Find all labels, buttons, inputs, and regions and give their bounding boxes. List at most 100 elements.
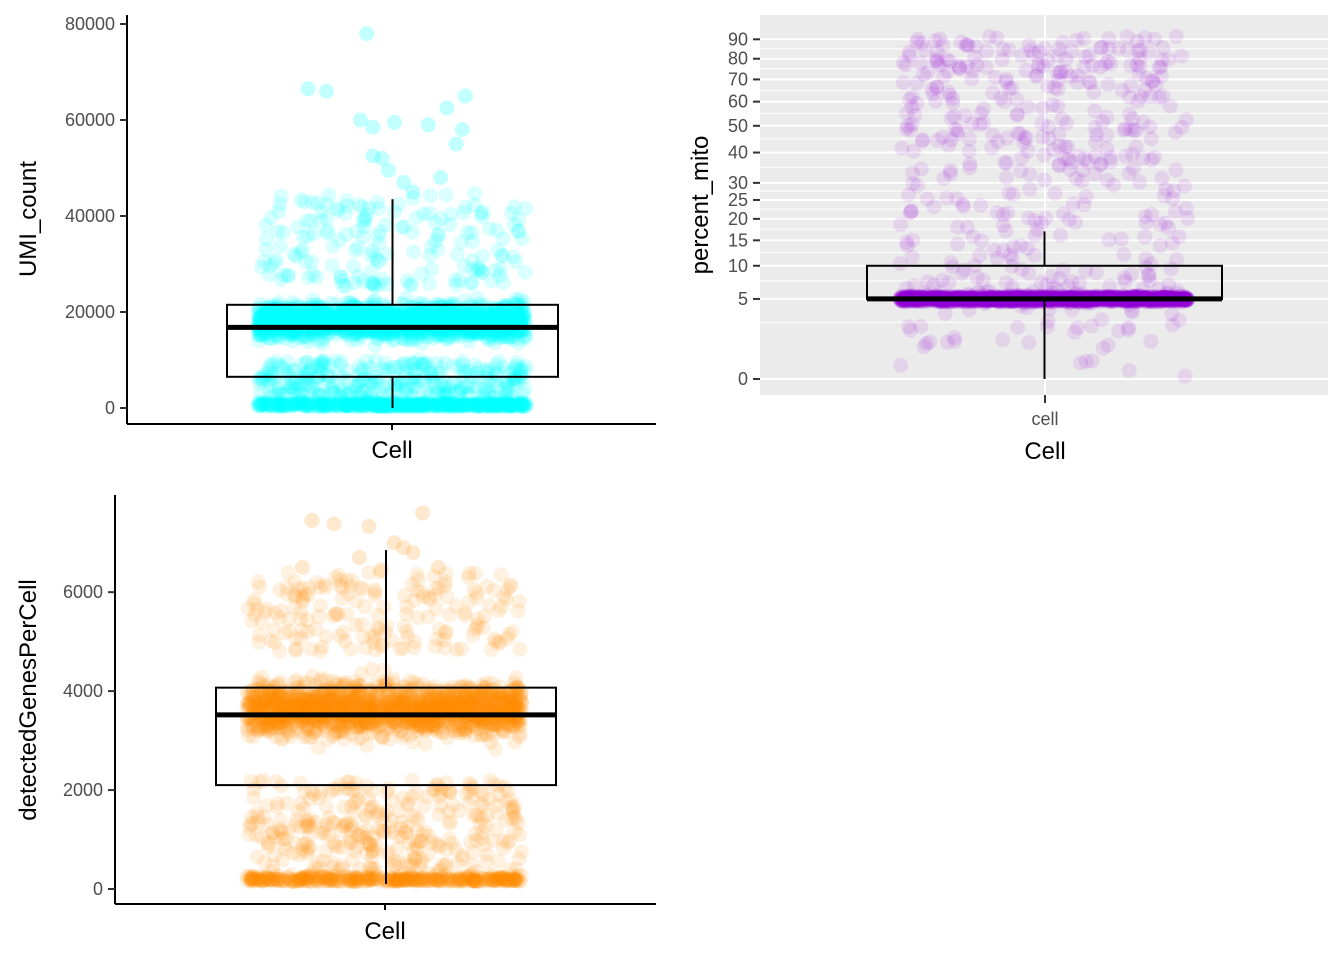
umi-point xyxy=(313,212,329,228)
umi-y-axis-title: UMI_count xyxy=(15,161,42,277)
umi-point xyxy=(252,310,268,326)
umi-point xyxy=(503,397,519,413)
mito-y-tick-label: 70 xyxy=(728,69,748,89)
umi-point xyxy=(273,238,288,254)
umi-point xyxy=(306,225,322,241)
umi-point xyxy=(278,398,294,413)
mito-y-tick-label: 30 xyxy=(728,173,748,193)
mito-point xyxy=(1026,247,1042,263)
umi-point xyxy=(437,395,453,411)
mito-point xyxy=(995,332,1011,348)
umi-point xyxy=(440,312,455,328)
umi-point xyxy=(491,354,507,370)
mito-point xyxy=(893,358,909,373)
mito-point xyxy=(1084,318,1099,334)
mito-point xyxy=(998,170,1014,185)
umi-point xyxy=(508,397,524,413)
umi-point xyxy=(395,356,411,372)
umi-point xyxy=(376,308,392,324)
umi-point xyxy=(316,299,331,315)
mito-y-tick-label: 0 xyxy=(738,369,748,389)
umi-point xyxy=(505,332,521,348)
umi-point xyxy=(343,384,359,400)
umi-point xyxy=(487,396,503,412)
umi-point xyxy=(389,307,405,323)
umi-point xyxy=(338,385,353,401)
umi-point xyxy=(300,395,316,411)
mito-point xyxy=(1058,51,1074,67)
umi-point xyxy=(258,242,274,258)
umi-point xyxy=(398,302,414,318)
umi-point xyxy=(404,399,420,414)
umi-point xyxy=(350,395,366,411)
umi-point xyxy=(483,273,499,289)
umi-point xyxy=(262,306,278,321)
umi-point xyxy=(511,309,527,325)
umi-point xyxy=(485,396,501,412)
umi-point xyxy=(431,311,447,326)
umi-point xyxy=(324,258,340,274)
umi-point xyxy=(481,398,496,414)
umi-point xyxy=(487,335,503,351)
mito-point xyxy=(1036,172,1052,188)
umi-point xyxy=(337,300,353,316)
umi-point xyxy=(405,312,421,327)
mito-point xyxy=(943,166,958,182)
umi-point xyxy=(362,308,378,324)
umi-point xyxy=(477,383,493,399)
umi-point xyxy=(461,378,477,394)
mito-point xyxy=(895,75,911,91)
umi-point xyxy=(416,395,432,411)
mito-point xyxy=(1180,210,1196,226)
umi-x-axis-title: Cell xyxy=(371,437,412,464)
umi-point xyxy=(403,277,419,293)
umi-point xyxy=(500,395,516,411)
umi-point xyxy=(349,398,365,414)
umi-point xyxy=(459,308,475,324)
mito-point xyxy=(1143,131,1159,147)
umi-point xyxy=(493,312,509,328)
mito-point xyxy=(1027,228,1043,243)
mito-point xyxy=(1065,196,1081,212)
umi-point xyxy=(456,397,472,413)
umi-point xyxy=(273,310,289,326)
umi-point xyxy=(431,227,447,243)
umi-point xyxy=(509,303,525,319)
umi-point xyxy=(343,311,359,326)
mito-point xyxy=(1052,227,1068,243)
mito-point xyxy=(1038,210,1054,226)
umi-point xyxy=(495,275,511,291)
umi-point xyxy=(361,200,377,216)
umi-point xyxy=(491,309,506,325)
umi-y-tick-label: 40000 xyxy=(65,206,115,226)
umi-point xyxy=(261,360,277,376)
umi-point xyxy=(345,258,361,274)
umi-point xyxy=(250,396,266,411)
umi-point xyxy=(406,356,422,372)
mito-point xyxy=(1121,363,1137,378)
umi-point xyxy=(460,311,476,327)
genes-points-layer xyxy=(239,505,530,890)
mito-point xyxy=(1040,313,1056,329)
umi-point xyxy=(275,313,291,329)
umi-point xyxy=(335,278,351,294)
umi-point xyxy=(338,397,354,413)
umi-point xyxy=(413,397,429,413)
mito-point xyxy=(1020,99,1036,115)
umi-point xyxy=(517,398,533,414)
umi-point xyxy=(305,305,321,321)
umi-point xyxy=(263,210,279,225)
umi-outlier-point xyxy=(439,100,455,116)
mito-point xyxy=(929,51,945,67)
umi-point xyxy=(296,302,312,318)
umi-point xyxy=(369,308,385,324)
umi-point xyxy=(439,311,455,327)
umi-point xyxy=(518,200,534,216)
umi-outlier-point xyxy=(454,122,470,138)
umi-point xyxy=(416,398,432,414)
mito-point xyxy=(1177,368,1193,384)
umi-point xyxy=(399,272,415,288)
umi-point xyxy=(443,206,459,222)
umi-point xyxy=(348,378,364,394)
